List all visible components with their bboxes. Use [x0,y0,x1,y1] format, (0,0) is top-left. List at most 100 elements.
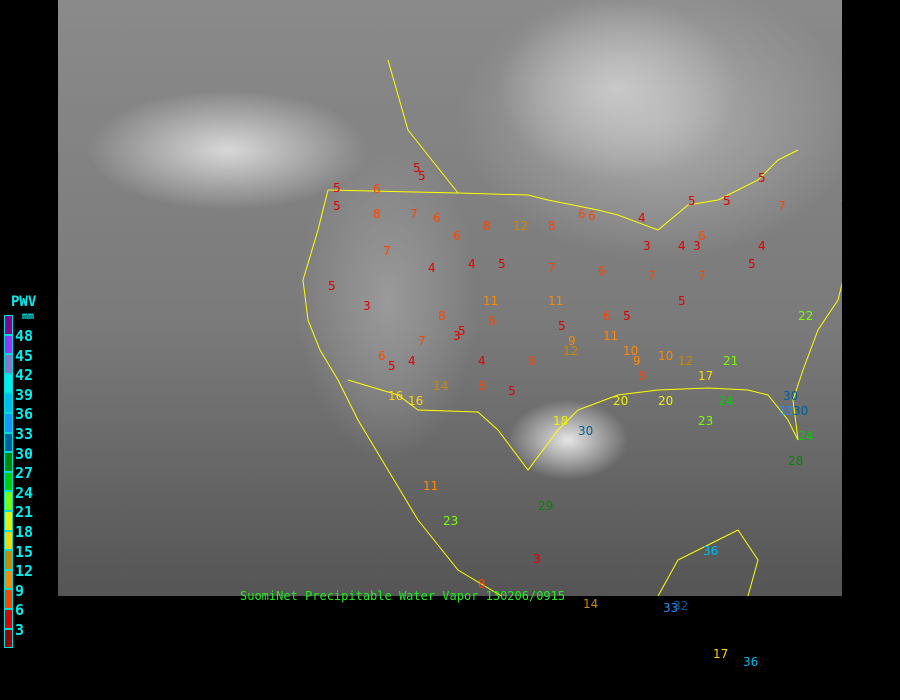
station-pwv-value: 6 [603,309,611,323]
legend-label: 3 [15,621,25,639]
legend-swatch [4,452,13,472]
station-pwv-value: 6 [588,209,596,223]
legend-label: 45 [15,346,34,365]
station-pwv-value: 5 [333,181,341,195]
station-pwv-value: 10 [658,349,674,363]
station-pwv-value: 5 [458,324,466,338]
legend-swatch [4,432,13,453]
station-pwv-value: 11 [423,479,439,493]
station-pwv-value: 28 [788,454,804,468]
station-pwv-value: 7 [383,244,391,258]
station-pwv-value: 12 [513,219,529,233]
legend-label: 21 [15,503,34,522]
station-pwv-value: 3 [453,329,461,343]
station-pwv-value: 4 [678,239,686,253]
station-pwv-value: 8 [548,219,556,233]
legend-swatch [4,530,13,551]
station-pwv-value: 14 [583,597,599,611]
station-pwv-value: 5 [388,359,396,373]
station-pwv-value: 30 [793,404,809,418]
legend-label: 24 [15,483,34,502]
legend-unit: mm [22,311,35,322]
canada-provinces [387,59,459,194]
legend-swatch [4,334,13,355]
station-pwv-value: 8 [438,309,446,323]
legend-swatch [4,569,13,590]
legend-swatch [4,608,13,629]
station-pwv-value: 7 [698,269,706,283]
station-pwv-value: 24 [718,394,734,408]
station-pwv-value: 5 [508,384,516,398]
station-pwv-value: 3 [693,239,701,253]
legend-label: 9 [15,581,25,600]
us-canada-border [327,149,799,231]
legend-label: 39 [15,385,34,404]
station-pwv-value: 9 [633,354,641,368]
station-pwv-value: 32 [673,599,689,613]
station-pwv-value: 5 [748,257,756,271]
legend-label: 30 [15,444,34,463]
station-pwv-value: 8 [478,577,486,591]
station-pwv-value: 23 [443,514,459,528]
station-pwv-value: 7 [548,261,556,275]
station-pwv-value: 5 [498,257,506,271]
legend-swatch [4,373,13,394]
station-pwv-value: 6 [488,314,496,328]
legend-swatch [4,589,13,609]
station-pwv-value: 9 [568,334,576,348]
station-pwv-value: 5 [758,171,766,185]
station-pwv-value: 16 [388,389,404,403]
station-pwv-value: 36 [703,544,719,558]
legend-swatch [4,315,13,335]
legend-swatch [4,628,13,649]
legend-label: 33 [15,425,34,443]
station-pwv-value: 3 [533,552,541,566]
station-pwv-value: 6 [578,207,586,221]
station-pwv-value: 4 [468,257,476,271]
station-pwv-value: 3 [643,239,651,253]
station-pwv-value: 4 [478,354,486,368]
legend-label: 48 [15,327,34,345]
station-pwv-value: 6 [373,182,381,196]
station-pwv-value: 6 [698,229,706,243]
legend-swatch [4,354,13,374]
station-pwv-value: 17 [713,647,729,661]
station-pwv-value: 8 [638,369,646,383]
legend-swatch [4,510,13,531]
station-pwv-value: 14 [433,379,449,393]
station-pwv-value: 5 [328,279,336,293]
station-pwv-value: 5 [558,319,566,333]
station-pwv-value: 8 [478,379,486,393]
station-pwv-value: 33 [778,404,794,418]
pwv-color-scale [4,315,13,649]
station-pwv-value: 33 [663,601,679,615]
legend-title: PWV [11,294,37,310]
station-pwv-value: 5 [678,294,686,308]
station-pwv-value: 30 [783,389,799,403]
legend-label: 27 [15,464,34,483]
station-pwv-value: 4 [638,211,646,225]
station-pwv-value: 6 [453,229,461,243]
station-pwv-value: 21 [723,354,739,368]
legend-swatch [4,491,13,511]
station-pwv-value: 5 [623,309,631,323]
station-pwv-value: 30 [578,424,594,438]
station-pwv-value: 22 [798,309,814,323]
station-pwv-value: 5 [723,194,731,208]
legend-swatch [4,550,13,570]
station-pwv-value: 12 [563,344,579,358]
station-pwv-value: 29 [538,499,554,513]
station-pwv-value: 23 [698,414,714,428]
us-mexico-border [347,379,579,471]
legend-swatch [4,471,13,492]
station-pwv-value: 11 [603,329,619,343]
station-pwv-value: 5 [413,161,421,175]
station-pwv-value: 6 [528,354,536,368]
station-pwv-value: 7 [778,199,786,213]
legend-label: 36 [15,405,34,424]
legend-swatch [4,412,13,433]
legend-label: 6 [15,601,25,620]
station-pwv-value: 4 [408,354,416,368]
map-caption: SuomiNet Precipitable Water Vapor 130206… [240,589,566,603]
station-pwv-value: 3 [363,299,371,313]
